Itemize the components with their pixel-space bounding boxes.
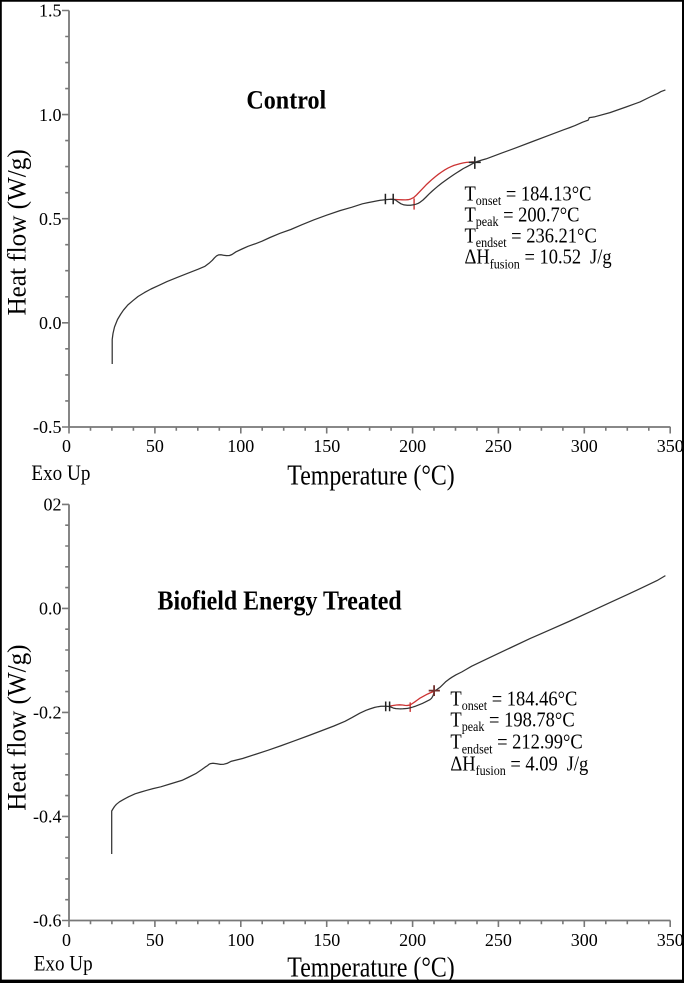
svg-text:250: 250 — [485, 436, 512, 456]
svg-text:200: 200 — [399, 436, 426, 456]
svg-text:200: 200 — [399, 930, 426, 950]
svg-text:Temperature (°C): Temperature (°C) — [287, 460, 454, 491]
svg-text:Tonset = 184.46°C: Tonset = 184.46°C — [450, 687, 577, 713]
svg-text:350: 350 — [657, 436, 684, 456]
svg-text:250: 250 — [485, 930, 512, 950]
svg-text:Temperature (°C): Temperature (°C) — [287, 952, 454, 983]
svg-text:150: 150 — [313, 930, 340, 950]
svg-text:Biofield Energy Treated: Biofield Energy Treated — [158, 585, 402, 616]
svg-text:-0.2: -0.2 — [33, 703, 62, 723]
svg-text:Tonset = 184.13°C: Tonset = 184.13°C — [465, 182, 592, 208]
svg-text:0.0: 0.0 — [39, 313, 62, 333]
svg-text:350: 350 — [657, 930, 684, 950]
svg-text:0: 0 — [62, 930, 71, 950]
svg-text:0: 0 — [62, 436, 71, 456]
svg-text:1.0: 1.0 — [39, 105, 62, 125]
svg-text:Tendset = 212.99°C: Tendset = 212.99°C — [450, 730, 582, 756]
svg-text:50: 50 — [146, 930, 164, 950]
svg-text:ΔHfusion = 10.52 J/g: ΔHfusion = 10.52 J/g — [465, 245, 612, 271]
svg-text:1.5: 1.5 — [39, 1, 62, 21]
svg-text:-0.4: -0.4 — [33, 807, 62, 827]
svg-text:-0.5: -0.5 — [33, 417, 62, 437]
svg-text:300: 300 — [571, 930, 598, 950]
svg-text:ΔHfusion = 4.09 J/g: ΔHfusion = 4.09 J/g — [450, 752, 588, 778]
svg-text:0.5: 0.5 — [39, 209, 62, 229]
svg-text:Control: Control — [246, 86, 326, 115]
svg-text:Exo Up: Exo Up — [34, 952, 93, 975]
svg-text:Heat flow (W/g): Heat flow (W/g) — [2, 149, 32, 315]
svg-text:Tpeak = 198.78°C: Tpeak = 198.78°C — [450, 708, 574, 734]
svg-text:50: 50 — [146, 436, 164, 456]
svg-text:100: 100 — [227, 436, 254, 456]
svg-text:Heat flow (W/g): Heat flow (W/g) — [2, 644, 32, 810]
svg-text:0.0: 0.0 — [39, 599, 62, 619]
svg-text:300: 300 — [571, 436, 598, 456]
svg-text:-0.6: -0.6 — [33, 911, 62, 931]
svg-text:100: 100 — [227, 930, 254, 950]
svg-text:150: 150 — [313, 436, 340, 456]
svg-text:Exo Up: Exo Up — [31, 462, 90, 485]
svg-text:02: 02 — [44, 495, 62, 515]
